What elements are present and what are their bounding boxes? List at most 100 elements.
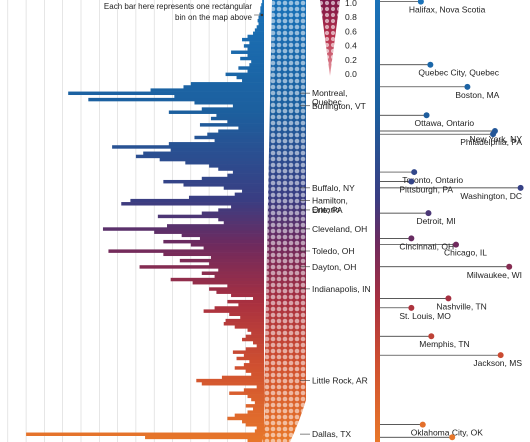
- right-city-text: Memphis, TN: [419, 339, 469, 349]
- right-city-dot: [449, 434, 456, 441]
- left-city-label: Dayton, OH: [300, 262, 356, 272]
- right-city-text: Philadelphia, PA: [460, 137, 522, 147]
- histogram-bar: [236, 75, 264, 80]
- histogram-bar: [174, 94, 264, 99]
- histogram-bar: [209, 262, 264, 266]
- right-city-text: Houston, TX: [440, 440, 487, 442]
- histogram-bar: [240, 56, 264, 61]
- legend-tick-label: 0.6: [345, 26, 357, 36]
- right-city-dot: [427, 61, 434, 68]
- histogram-bar: [247, 34, 264, 39]
- histogram-bar: [260, 9, 264, 13]
- histogram-bar: [203, 309, 264, 313]
- histogram-bar: [227, 173, 264, 178]
- histogram-bar: [168, 110, 264, 114]
- left-city-text: Indianapolis, IN: [312, 284, 371, 294]
- histogram-bar: [216, 113, 264, 118]
- histogram-bar: [253, 340, 264, 345]
- histogram-bar: [150, 88, 264, 92]
- histogram-bar: [201, 211, 264, 215]
- left-city-text: Montreal,: [312, 88, 347, 98]
- left-city-label: Indianapolis, IN: [300, 284, 371, 294]
- histogram-bar: [238, 66, 264, 70]
- right-city-text: Milwaukee, WI: [467, 270, 522, 280]
- histogram-bar: [130, 198, 264, 203]
- histogram-bar: [190, 82, 264, 86]
- left-city-label: Toledo, OH: [300, 246, 355, 256]
- right-city-dot: [445, 295, 452, 302]
- legend-tick-label: 1.0: [345, 0, 357, 8]
- right-city-marker: Philadelphia, PA: [380, 131, 522, 147]
- right-city-dot: [428, 333, 435, 340]
- right-city-text: Cincinnati, OH: [399, 241, 454, 251]
- histogram-bar: [216, 290, 264, 294]
- histogram-bar: [218, 268, 264, 272]
- legend-tick-label: 0.8: [345, 12, 357, 22]
- histogram-bar: [245, 347, 264, 351]
- histogram-bar: [183, 183, 264, 187]
- right-city-text: Nashville, TN: [436, 301, 486, 311]
- histogram-bar: [139, 265, 264, 269]
- right-city-dot: [408, 235, 415, 242]
- right-city-dot: [417, 0, 424, 5]
- histogram-bar: [218, 167, 264, 171]
- histogram-bar: [234, 192, 264, 197]
- histogram-bar: [227, 299, 264, 304]
- annotation-note: Each bar here represents one rectangular…: [104, 2, 264, 22]
- left-city-text: Dallas, TX: [312, 429, 351, 439]
- right-city-text: Washington, DC: [460, 191, 522, 201]
- histogram-bar: [163, 252, 264, 257]
- histogram-bar: [243, 388, 264, 392]
- right-city-text: Ottawa, Ontario: [415, 118, 475, 128]
- right-city-dot: [408, 178, 415, 185]
- note-line-2: bin on the map above: [175, 13, 252, 22]
- histogram-bar: [157, 214, 264, 219]
- right-city-dot: [497, 352, 504, 359]
- histogram-bar: [190, 243, 264, 247]
- left-city-text: Burlington, VT: [312, 101, 366, 111]
- histogram-bar: [209, 164, 264, 168]
- histogram-bar: [183, 85, 264, 89]
- histogram-bar: [242, 78, 264, 83]
- histogram-bar: [199, 123, 264, 127]
- left-city-text-2: Quebec: [312, 97, 343, 107]
- histogram-bar: [231, 293, 264, 298]
- right-city-dot: [425, 210, 432, 217]
- histogram-bar: [227, 284, 264, 288]
- left-city-text: Hamilton,: [312, 195, 348, 205]
- histogram-bars: [26, 0, 265, 442]
- right-city-marker: Oklahoma City, OK: [380, 421, 483, 438]
- histogram-bar: [209, 287, 264, 291]
- histogram-bar: [261, 3, 264, 7]
- histogram-bar: [249, 41, 264, 45]
- legend-tick-label: 0.0: [345, 69, 357, 79]
- histogram-bar: [194, 101, 264, 105]
- histogram-bar: [247, 69, 264, 73]
- histogram-bar: [257, 18, 264, 23]
- histogram-bar: [227, 119, 264, 124]
- histogram-bar: [199, 236, 264, 241]
- legend-tick-label: 0.4: [345, 41, 357, 51]
- right-city-text: Detroit, MI: [416, 216, 455, 226]
- histogram-bar: [218, 208, 264, 212]
- note-pointer-dot: [260, 13, 264, 17]
- right-city-marker: Pittsburgh, PA: [380, 178, 453, 195]
- right-city-marker: St. Louis, MO: [380, 304, 451, 321]
- histogram-bar: [214, 138, 264, 143]
- histogram-bar: [245, 423, 264, 427]
- left-city-label: Burlington, VT: [300, 101, 366, 111]
- histogram-bar: [245, 334, 264, 339]
- histogram-bar: [194, 135, 264, 140]
- histogram-bar: [256, 25, 264, 29]
- histogram-bar: [214, 306, 264, 310]
- right-city-dot: [419, 421, 426, 428]
- right-city-text: New York, NY: [470, 134, 523, 144]
- histogram-bar: [232, 350, 264, 354]
- histogram-bar: [232, 170, 264, 174]
- histogram-bar: [249, 63, 264, 67]
- histogram-bar: [225, 72, 264, 77]
- histogram-bar: [26, 432, 264, 436]
- histogram-bar: [196, 378, 264, 383]
- histogram-bar: [254, 400, 264, 405]
- left-city-label: Little Rock, AR: [300, 375, 368, 385]
